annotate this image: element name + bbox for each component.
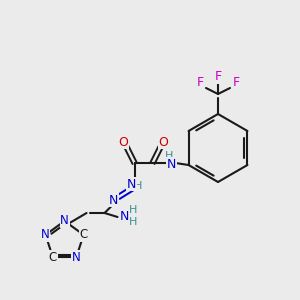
- Text: H: H: [129, 205, 138, 215]
- Text: H: H: [129, 217, 138, 227]
- Text: N: N: [109, 194, 118, 206]
- Text: N: N: [127, 178, 136, 190]
- Text: O: O: [159, 136, 169, 148]
- Text: N: N: [167, 158, 176, 170]
- Text: F: F: [214, 70, 222, 83]
- Text: C: C: [49, 251, 57, 264]
- Text: N: N: [120, 209, 129, 223]
- Text: N: N: [41, 228, 50, 241]
- Text: H: H: [165, 151, 174, 161]
- Text: N: N: [72, 251, 81, 264]
- Text: F: F: [232, 76, 240, 88]
- Text: N: N: [60, 214, 69, 227]
- Text: H: H: [134, 181, 143, 191]
- Text: F: F: [196, 76, 204, 88]
- Text: O: O: [118, 136, 128, 148]
- Text: C: C: [80, 228, 88, 241]
